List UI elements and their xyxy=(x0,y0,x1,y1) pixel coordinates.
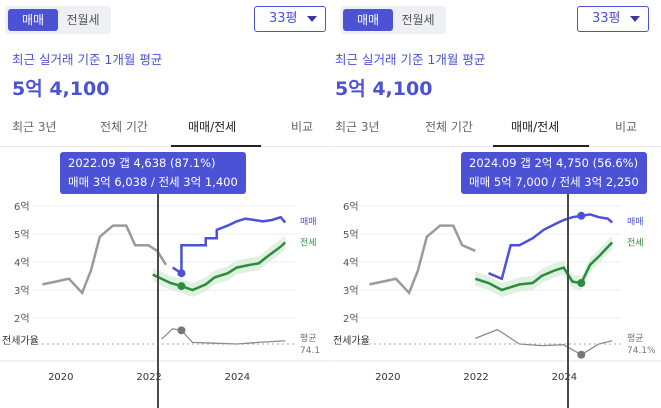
active-tab-underline xyxy=(493,145,589,147)
tooltip-gap-line: 2022.09 갭 4,638 (87.1%) xyxy=(68,156,216,170)
sale-hover-point xyxy=(577,211,586,220)
chevron-down-icon xyxy=(630,16,640,22)
jeonse-range-band xyxy=(152,235,286,297)
deal-type-toggle: 매매 전월세 xyxy=(340,6,446,34)
average-price: 5억 4,100 xyxy=(12,78,110,100)
chart-tooltip: 2024.09 갭 2억 4,750 (56.6%) 매매 5억 7,000 /… xyxy=(461,152,647,194)
x-tick-label: 2024 xyxy=(552,372,577,383)
tab-all-period[interactable]: 전체 기간 xyxy=(100,120,148,134)
jeonse-hover-point xyxy=(577,279,586,287)
period-tabs: 최근 3년 전체 기간 매매/전세 비교 xyxy=(0,112,330,147)
tooltip-gap-line: 2024.09 갭 2억 4,750 (56.6%) xyxy=(469,156,639,170)
jeonse-hover-point xyxy=(177,282,186,291)
ratio-hover-point xyxy=(577,350,586,359)
x-tick-label: 2022 xyxy=(136,372,161,383)
x-tick-label: 2020 xyxy=(48,372,73,383)
deal-type-toggle: 매매 전월세 xyxy=(5,6,111,34)
sale-legend-label: 매매 xyxy=(627,216,644,227)
y-tick-label: 2억 xyxy=(14,313,30,325)
x-tick-label: 2020 xyxy=(375,372,400,383)
sale-series-line xyxy=(488,213,614,281)
y-tick-label: 3억 xyxy=(343,285,359,297)
y-tick-label: 4억 xyxy=(343,257,359,269)
sale-toggle-button[interactable]: 매매 xyxy=(343,9,393,31)
jeonse-series-line xyxy=(474,241,614,292)
average-legend-label: 평균 xyxy=(300,333,317,344)
chevron-down-icon xyxy=(307,16,317,22)
tab-recent-3y[interactable]: 최근 3년 xyxy=(12,120,57,134)
price-basis-label: 최근 실거래 기준 1개월 평균 xyxy=(335,52,486,67)
chart-panel-right: 매매 전월세 33평 최근 실거래 기준 1개월 평균 5억 4,100 최근 … xyxy=(331,0,661,408)
chart-panel-left: 매매 전월세 33평 최근 실거래 기준 1개월 평균 5억 4,100 최근 … xyxy=(0,0,330,408)
ratio-axis-label: 전세가율 xyxy=(2,335,39,347)
ratio-axis-label: 전세가율 xyxy=(333,335,370,347)
jeonse-legend-label: 전세 xyxy=(300,237,317,248)
tab-compare[interactable]: 비교 xyxy=(291,120,314,134)
area-size-value: 33평 xyxy=(269,11,298,26)
tooltip-price-line: 매매 5억 7,000 / 전세 3억 2,250 xyxy=(469,175,639,189)
area-size-value: 33평 xyxy=(592,11,621,26)
y-tick-label: 3억 xyxy=(14,285,30,297)
average-price: 5억 4,100 xyxy=(335,78,433,100)
average-value-label: 74.1% xyxy=(627,346,656,356)
tab-recent-3y[interactable]: 최근 3년 xyxy=(335,120,380,134)
tab-sale-jeonse[interactable]: 매매/전세 xyxy=(188,120,237,134)
sale-legend-label: 매매 xyxy=(300,216,317,227)
price-basis-label: 최근 실거래 기준 1개월 평균 xyxy=(12,52,163,67)
chart-cursor-line xyxy=(567,190,569,408)
ratio-series-line xyxy=(161,328,286,345)
y-tick-label: 4억 xyxy=(14,257,30,269)
average-legend-label: 평균 xyxy=(627,333,644,344)
average-value-label: 74.1 xyxy=(300,346,320,356)
sale-hover-point xyxy=(177,269,186,278)
ratio-series-line xyxy=(475,328,613,356)
area-size-select[interactable]: 33평 xyxy=(577,6,649,32)
y-tick-label: 6억 xyxy=(343,201,359,213)
tab-sale-jeonse[interactable]: 매매/전세 xyxy=(511,120,560,134)
y-tick-label: 2억 xyxy=(343,313,359,325)
active-tab-underline xyxy=(171,145,261,147)
jeonse-series-line xyxy=(152,241,287,292)
tooltip-price-line: 매매 3억 6,038 / 전세 3억 1,400 xyxy=(68,175,238,189)
y-tick-label: 5억 xyxy=(343,229,359,241)
x-tick-label: 2022 xyxy=(463,372,488,383)
jeonse-legend-label: 전세 xyxy=(627,237,644,248)
x-tick-label: 2024 xyxy=(225,372,250,383)
area-size-select[interactable]: 33평 xyxy=(254,6,326,32)
history-line xyxy=(42,224,168,296)
tab-compare[interactable]: 비교 xyxy=(615,120,638,134)
chart-tooltip: 2022.09 갭 4,638 (87.1%) 매매 3억 6,038 / 전세… xyxy=(60,152,246,194)
sale-series-line xyxy=(171,215,287,276)
ratio-hover-point xyxy=(177,326,186,335)
rent-toggle-button[interactable]: 전월세 xyxy=(66,13,100,27)
y-tick-label: 6억 xyxy=(14,201,30,213)
y-tick-label: 5억 xyxy=(14,229,30,241)
chart-cursor-line xyxy=(157,158,159,408)
rent-toggle-button[interactable]: 전월세 xyxy=(401,13,435,27)
history-line xyxy=(369,224,476,296)
period-tabs: 최근 3년 전체 기간 매매/전세 비교 xyxy=(331,112,661,147)
tab-all-period[interactable]: 전체 기간 xyxy=(425,120,473,134)
sale-toggle-button[interactable]: 매매 xyxy=(8,9,58,31)
